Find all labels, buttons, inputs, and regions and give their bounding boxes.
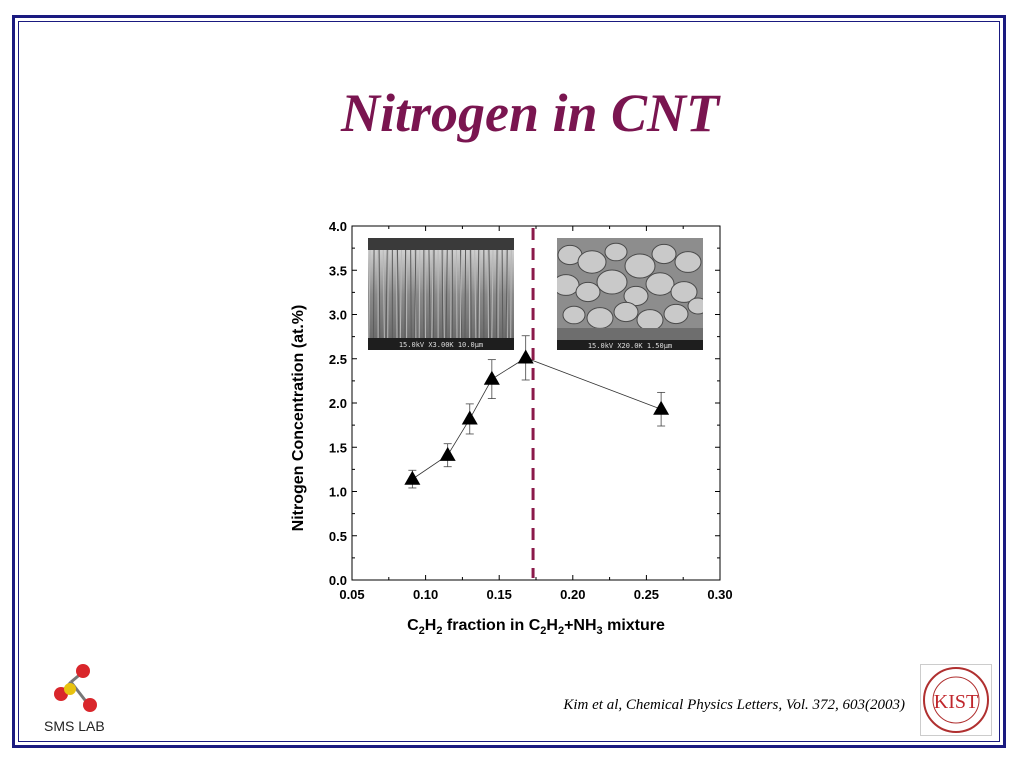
data-line [412, 357, 662, 480]
sem-inset-tube [432, 249, 435, 341]
sem-inset-caption: 15.0kV X20.0K 1.50µm [588, 342, 672, 350]
sem-inset-tube [477, 249, 480, 341]
sem-inset-tube [399, 249, 402, 341]
sem-inset-grain [645, 272, 675, 296]
sem-inset-tube [372, 249, 375, 341]
sem-inset-tube [404, 249, 407, 341]
sem-inset-grain [687, 297, 703, 315]
sem-inset-grainy: 15.0kV X20.0K 1.50µm [557, 238, 703, 350]
sem-inset-tube [387, 249, 389, 341]
sem-inset-tube [385, 249, 388, 341]
sem-inset-grain [636, 309, 664, 331]
sem-inset-tube [459, 249, 462, 341]
sem-inset-tube [488, 249, 491, 341]
sem-inset-grain [575, 281, 601, 303]
sem-inset-tube [455, 249, 458, 341]
sem-inset-tube [442, 249, 445, 341]
y-tick-label: 1.0 [329, 485, 347, 500]
sem-inset-tube [428, 249, 431, 341]
kist-logo: KIST [920, 664, 992, 736]
sem-inset-grain [604, 242, 628, 262]
sem-inset-tube [414, 249, 417, 341]
sem-inset-tube [450, 249, 452, 341]
sem-inset-aligned-cnt: 15.0kV X3.00K 10.0µm [368, 238, 514, 350]
data-point [483, 370, 500, 385]
sem-inset-tube [510, 249, 512, 341]
sem-inset-grain [663, 303, 689, 325]
sem-inset-grain [624, 253, 656, 279]
sem-inset-grain [670, 281, 698, 303]
x-tick-label: 0.15 [487, 587, 512, 602]
sem-inset-grain [577, 250, 607, 274]
x-tick-label: 0.10 [413, 587, 438, 602]
sem-inset-grain [651, 243, 677, 265]
sem-inset-grain [596, 269, 628, 295]
slide-frame-inner [18, 21, 1000, 742]
sem-inset-tube [441, 249, 444, 341]
y-tick-label: 2.5 [329, 352, 347, 367]
x-tick-label: 0.05 [339, 587, 364, 602]
data-point [517, 349, 534, 364]
slide-frame-outer [12, 15, 1006, 748]
sem-inset-tube [495, 249, 498, 341]
sem-inset-tube [382, 249, 385, 341]
sem-inset-tube [445, 249, 448, 341]
slide-title: Nitrogen in CNT [340, 83, 720, 143]
kist-logo-text: KIST [934, 691, 978, 713]
sem-inset-caption: 15.0kV X3.00K 10.0µm [399, 341, 483, 349]
sem-inset-tube [395, 249, 398, 341]
x-tick-label: 0.30 [707, 587, 732, 602]
data-point [653, 400, 670, 415]
sem-inset-tube [478, 249, 481, 341]
sem-inset-grain [586, 307, 614, 329]
sem-inset-tube [410, 249, 412, 341]
sem-inset-tube [424, 249, 426, 341]
y-tick-label: 3.0 [329, 308, 347, 323]
y-axis-label: Nitrogen Concentration (at.%) [290, 305, 307, 532]
data-point [439, 446, 456, 461]
sem-inset-grain [674, 251, 702, 273]
y-tick-label: 0.0 [329, 573, 347, 588]
y-tick-label: 1.5 [329, 440, 347, 455]
sms-lab-logo-text: SMS LAB [44, 718, 105, 734]
sem-inset-grain [613, 301, 639, 323]
citation: Kim et al, Chemical Physics Letters, Vol… [563, 697, 905, 713]
sem-inset-tube [396, 249, 400, 341]
sem-inset-tube [378, 249, 381, 341]
data-point [404, 470, 421, 485]
sem-inset-tube [501, 249, 504, 341]
sem-inset-tube [464, 249, 467, 341]
sem-inset-grain [623, 285, 649, 307]
sem-inset-tube [474, 249, 477, 341]
y-tick-label: 3.5 [329, 263, 347, 278]
sem-inset-tube [491, 249, 494, 341]
sem-inset-tube [418, 249, 421, 341]
sem-inset-grain [562, 305, 586, 325]
y-tick-label: 4.0 [329, 219, 347, 234]
sem-inset-scalebar [557, 340, 703, 350]
sms-lab-logo: SMS LAB [44, 664, 105, 734]
y-tick-label: 2.0 [329, 396, 347, 411]
sem-inset-grain [557, 274, 580, 296]
sem-inset-tube [487, 249, 489, 341]
sem-inset-tube [470, 249, 472, 341]
sem-inset-tube [368, 249, 371, 341]
data-point [461, 410, 478, 425]
sem-inset-tube [505, 249, 508, 341]
x-tick-label: 0.25 [634, 587, 659, 602]
sem-inset-tube [431, 249, 434, 341]
x-tick-label: 0.20 [560, 587, 585, 602]
sem-inset-scalebar [368, 338, 514, 350]
x-axis-label: C2H2 fraction in C2H2+NH3 mixture [407, 617, 665, 637]
y-tick-label: 0.5 [329, 529, 347, 544]
